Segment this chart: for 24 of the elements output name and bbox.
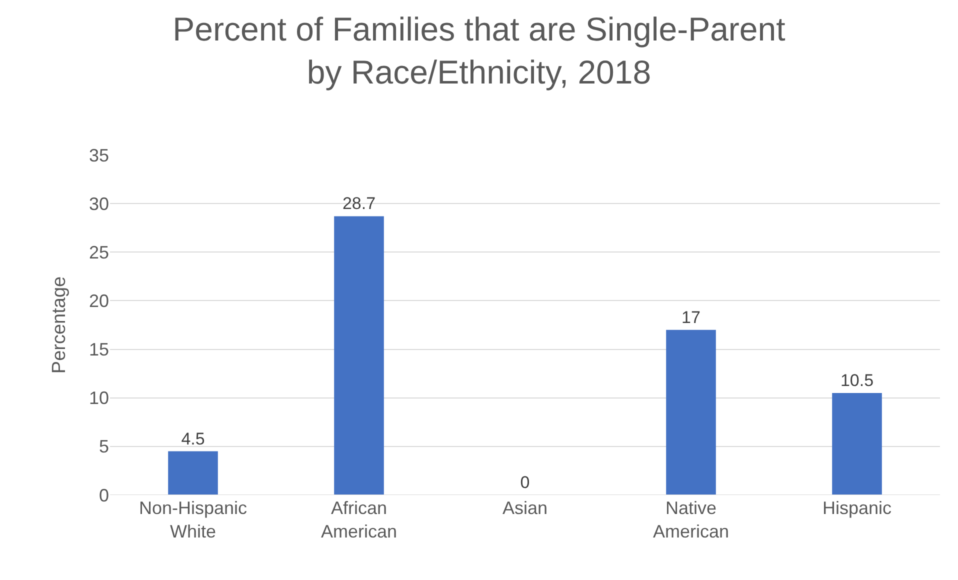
y-tick-label: 35 (88, 145, 109, 166)
data-label: 10.5 (840, 371, 874, 390)
data-label: 17 (682, 308, 700, 327)
x-tick-label: Non-Hispanic White (138, 498, 248, 542)
bar (334, 216, 384, 495)
y-tick-label: 25 (88, 242, 109, 262)
x-tick-label: Asian (502, 498, 548, 518)
bar (832, 393, 882, 495)
data-label: 4.5 (181, 429, 205, 448)
x-tick-label: Native American (652, 498, 730, 542)
chart-title: Percent of Families that are Single-Parent by Race/Ethnicity, 2018 (172, 10, 786, 90)
bar (168, 451, 218, 495)
y-tick-label: 0 (98, 485, 109, 506)
y-tick-label: 30 (88, 194, 109, 214)
data-label: 28.7 (342, 194, 376, 214)
y-tick-label: 5 (98, 436, 109, 457)
y-tick-label: 20 (88, 291, 109, 312)
y-tick-label: 10 (88, 388, 109, 408)
x-tick-label: African American (320, 498, 398, 542)
y-axis-title: Percentage (48, 276, 70, 374)
x-tick-label: Hispanic (822, 498, 892, 518)
data-label: 0 (520, 473, 530, 492)
y-tick-label: 15 (88, 340, 109, 360)
bar (666, 330, 716, 495)
